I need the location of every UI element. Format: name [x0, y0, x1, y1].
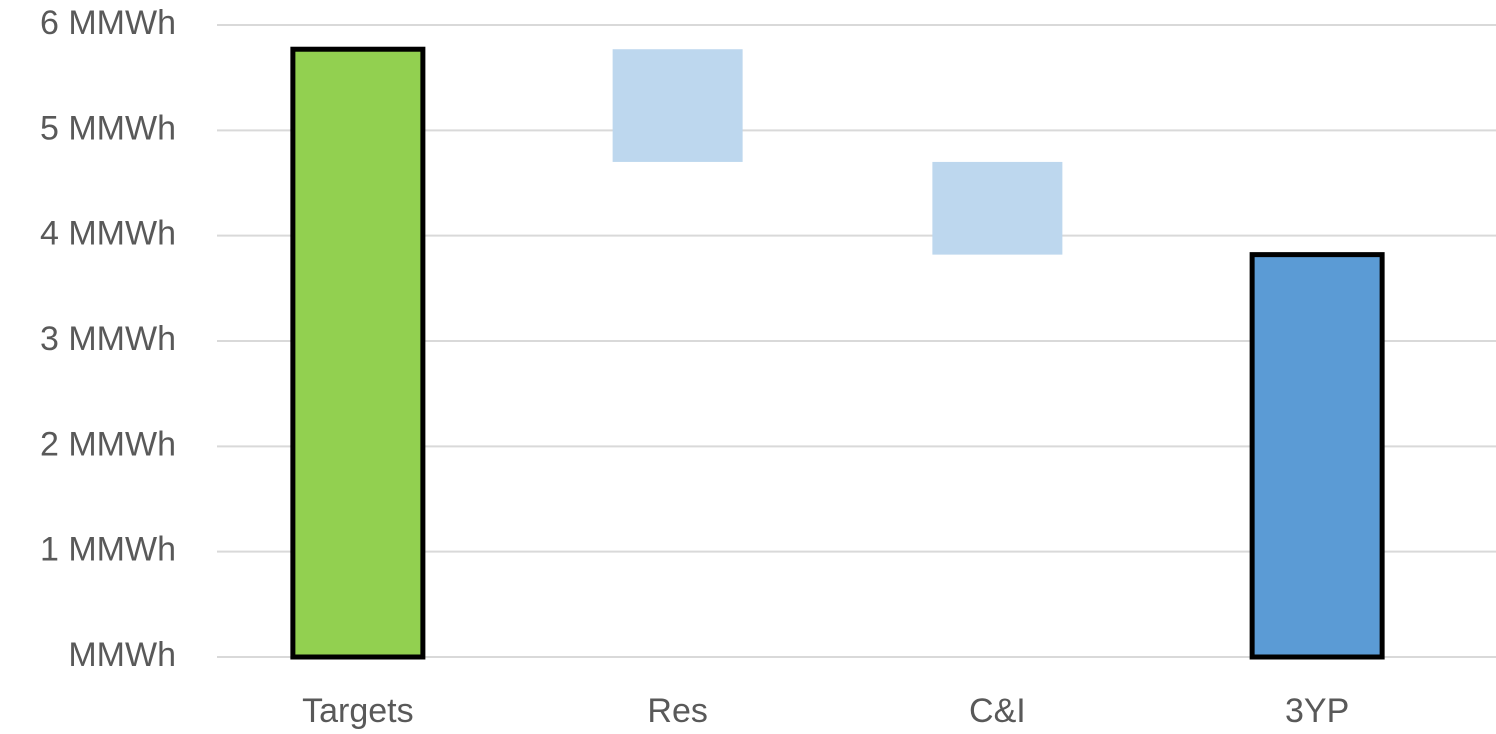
y-tick-label: MMWh: [68, 636, 176, 674]
x-tick-label: Res: [647, 692, 707, 730]
bar: [290, 46, 426, 660]
y-tick-label: 1 MMWh: [40, 531, 176, 569]
y-tick-label: 5 MMWh: [40, 109, 176, 147]
x-tick-label: 3YP: [1285, 692, 1349, 730]
bar: [1249, 252, 1385, 660]
bar: [612, 49, 743, 162]
x-tick-label: C&I: [969, 692, 1026, 730]
y-tick-label: 4 MMWh: [40, 215, 176, 253]
x-tick-label: Targets: [302, 692, 414, 730]
bar: [932, 161, 1063, 255]
y-tick-label: 2 MMWh: [40, 425, 176, 463]
y-tick-label: 6 MMWh: [40, 4, 176, 42]
y-tick-label: 3 MMWh: [40, 320, 176, 358]
